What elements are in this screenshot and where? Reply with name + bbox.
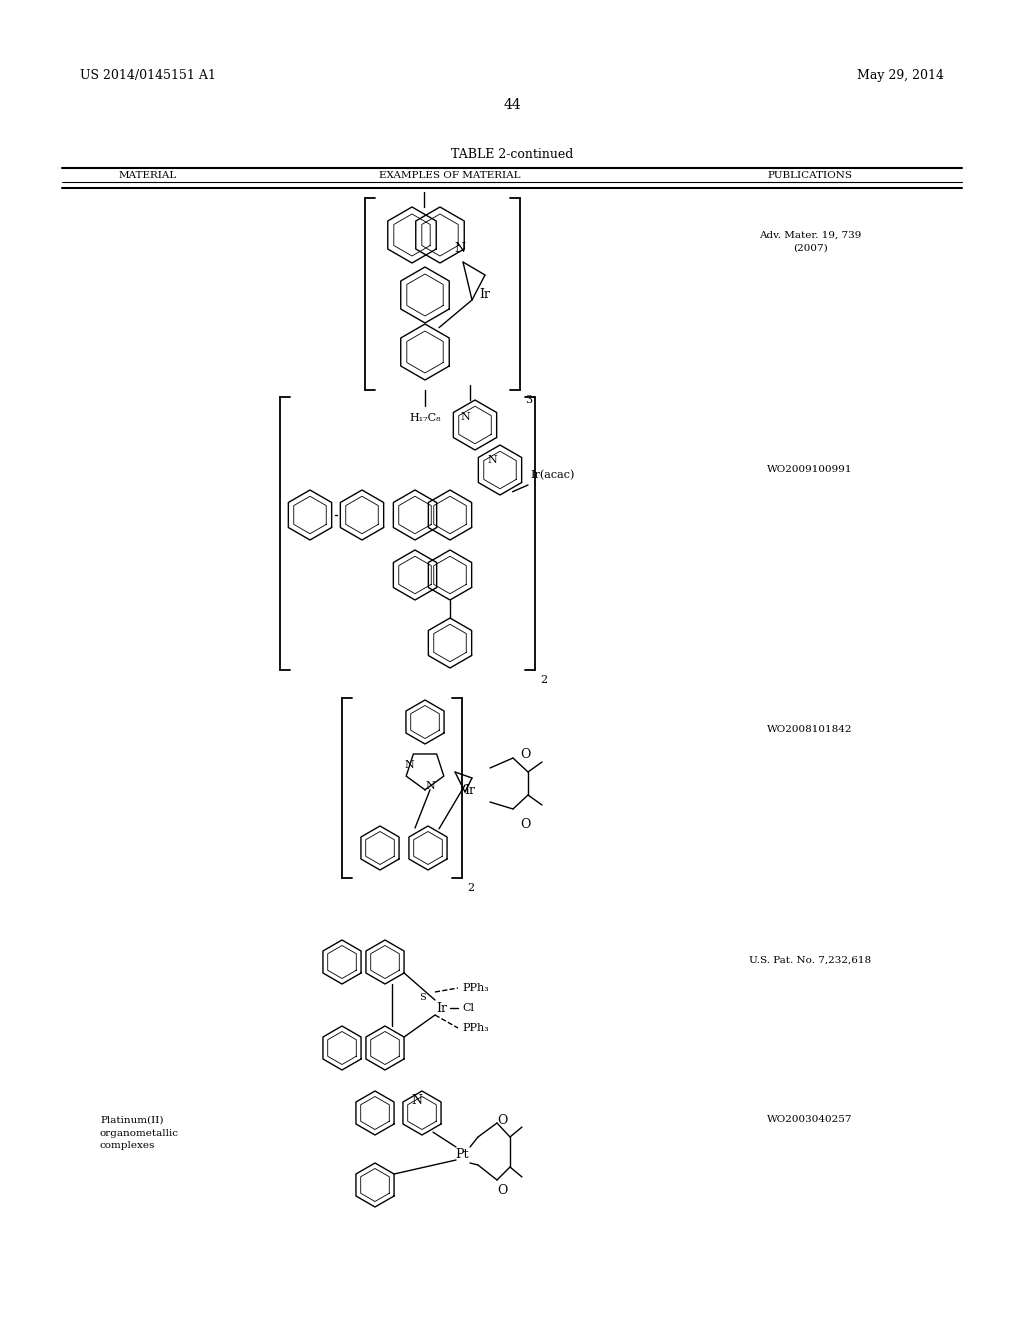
Text: S: S — [419, 994, 425, 1002]
Text: Ir(acac): Ir(acac) — [530, 470, 574, 480]
Text: Ir: Ir — [436, 1002, 447, 1015]
Text: WO2008101842: WO2008101842 — [767, 726, 853, 734]
Text: EXAMPLES OF MATERIAL: EXAMPLES OF MATERIAL — [379, 170, 521, 180]
Text: 2: 2 — [467, 883, 474, 894]
Text: H₁₇C₈: H₁₇C₈ — [410, 413, 440, 422]
Text: MATERIAL: MATERIAL — [119, 170, 177, 180]
Text: complexes: complexes — [100, 1142, 156, 1151]
Text: N: N — [412, 1094, 423, 1107]
Text: O: O — [497, 1184, 507, 1196]
Text: N: N — [425, 781, 435, 791]
Text: N: N — [404, 760, 414, 770]
Text: N: N — [460, 412, 470, 422]
Text: O: O — [520, 748, 530, 762]
Text: WO2003040257: WO2003040257 — [767, 1115, 853, 1125]
Text: Adv. Mater. 19, 739: Adv. Mater. 19, 739 — [759, 231, 861, 239]
Text: 44: 44 — [503, 98, 521, 112]
Text: O: O — [497, 1114, 507, 1126]
Text: (2007): (2007) — [793, 243, 827, 252]
Text: U.S. Pat. No. 7,232,618: U.S. Pat. No. 7,232,618 — [749, 956, 871, 965]
Text: US 2014/0145151 A1: US 2014/0145151 A1 — [80, 69, 216, 82]
Text: organometallic: organometallic — [100, 1129, 179, 1138]
Text: Platinum(II): Platinum(II) — [100, 1115, 164, 1125]
Text: 3: 3 — [525, 395, 532, 405]
Text: PPh₃: PPh₃ — [462, 1023, 488, 1034]
Text: PPh₃: PPh₃ — [462, 983, 488, 993]
Text: N: N — [455, 242, 466, 255]
Text: N: N — [487, 455, 497, 465]
Text: PUBLICATIONS: PUBLICATIONS — [768, 170, 853, 180]
Text: O: O — [520, 818, 530, 832]
Text: TABLE 2-continued: TABLE 2-continued — [451, 149, 573, 161]
Text: Pt: Pt — [456, 1148, 469, 1162]
Text: WO2009100991: WO2009100991 — [767, 466, 853, 474]
Text: Ir: Ir — [479, 289, 490, 301]
Text: May 29, 2014: May 29, 2014 — [857, 69, 944, 82]
Text: 2: 2 — [540, 675, 547, 685]
Text: Cl: Cl — [462, 1003, 474, 1012]
Text: Ir: Ir — [465, 784, 475, 796]
